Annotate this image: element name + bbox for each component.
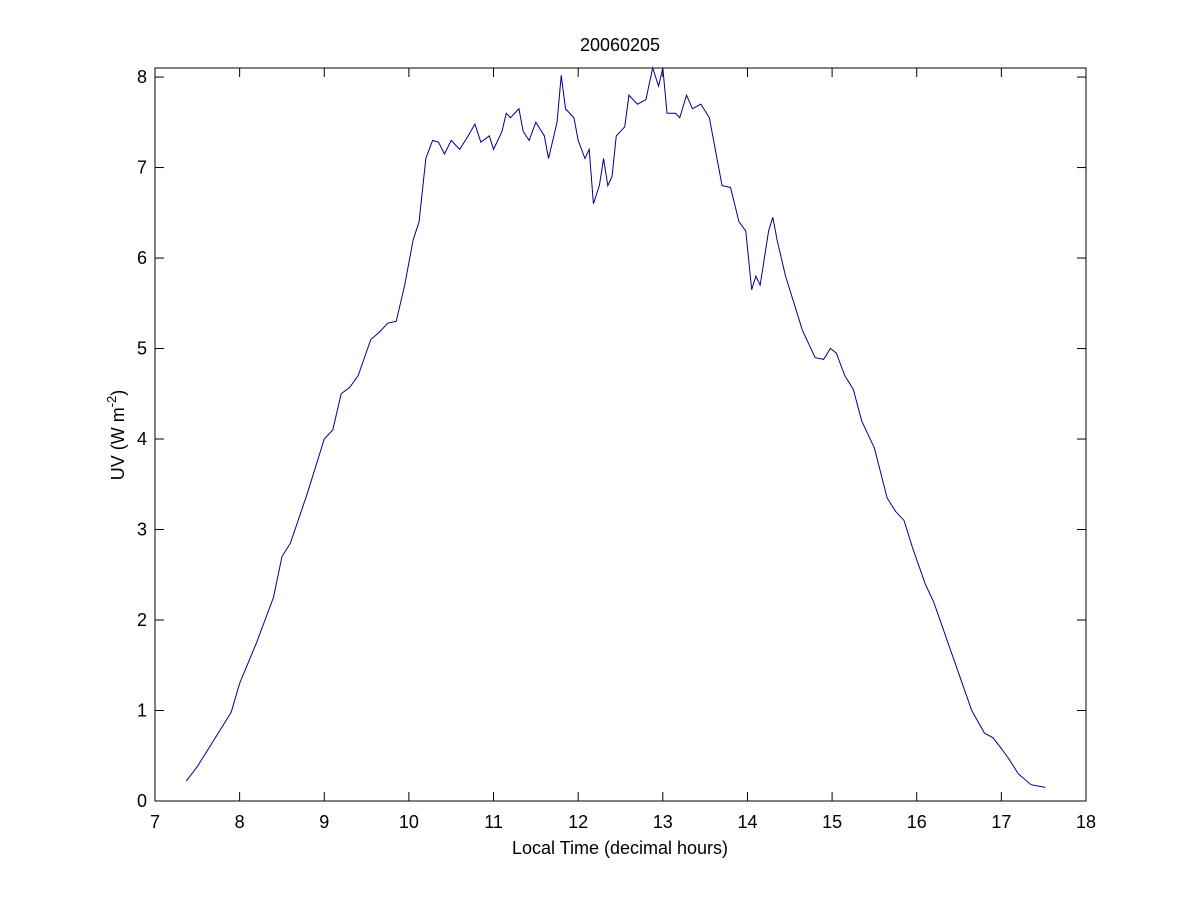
x-tick-label: 11: [484, 812, 503, 832]
plot-area: [154, 67, 1087, 802]
y-axis-label-tail: ): [108, 390, 128, 396]
y-tick-label: 2: [137, 610, 147, 630]
y-tick-label: 4: [137, 429, 147, 449]
y-axis-label: UV (W m-2): [104, 390, 128, 481]
x-tick-label: 14: [737, 812, 757, 832]
y-tick-label: 6: [137, 248, 147, 268]
y-axis-label-sup: -2: [104, 396, 119, 408]
x-tick-label: 17: [991, 812, 1011, 832]
x-tick-label: 18: [1076, 812, 1096, 832]
data-line: [185, 66, 1046, 788]
y-axis-label-text: UV (W m: [108, 407, 128, 480]
y-tick-label: 1: [137, 701, 147, 721]
x-tick-label: 10: [399, 812, 419, 832]
x-tick-label: 16: [907, 812, 927, 832]
x-tick-label: 12: [568, 812, 588, 832]
x-tick-label: 7: [150, 812, 160, 832]
x-tick-label: 15: [822, 812, 842, 832]
y-tick-label: 7: [137, 158, 147, 178]
y-tick-label: 0: [137, 791, 147, 811]
x-tick-label: 13: [653, 812, 673, 832]
y-tick-label: 5: [137, 339, 147, 359]
y-tick-label: 8: [137, 67, 147, 87]
x-tick-label: 8: [235, 812, 245, 832]
x-axis-label: Local Time (decimal hours): [512, 838, 728, 858]
y-tick-label: 3: [137, 520, 147, 540]
x-tick-label: 9: [319, 812, 329, 832]
chart-title: 20060205: [580, 35, 660, 55]
